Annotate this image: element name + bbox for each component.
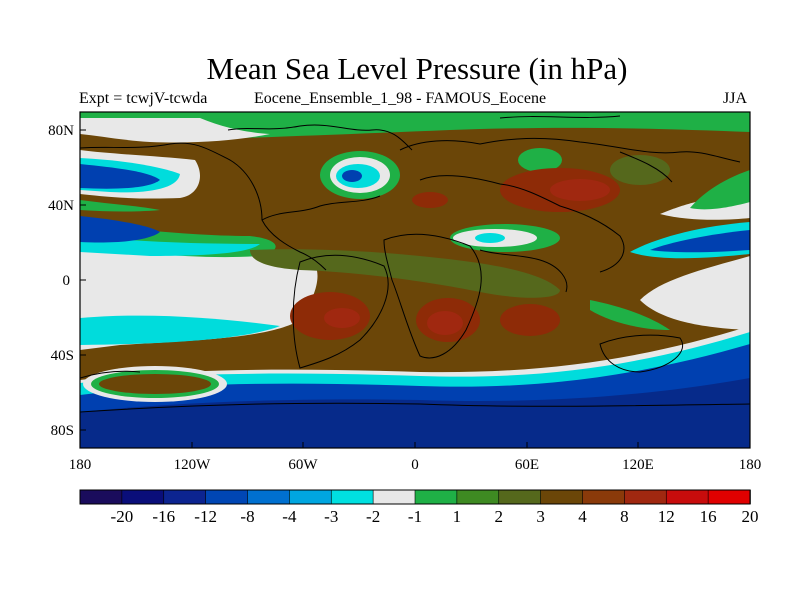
lat-axis: 80N 40N 0 40S 80S (48, 123, 86, 439)
colorbar-frame (79, 489, 751, 505)
field-europe-high (412, 192, 448, 208)
colorbar-swatch (582, 489, 626, 505)
field-indian-green (590, 300, 670, 330)
colorbar-label: 3 (536, 507, 545, 526)
colorbar-label: 12 (658, 507, 675, 526)
colorbar-swatch (498, 489, 542, 505)
field-west-pacific-blue (650, 230, 750, 253)
colorbar-label: 16 (700, 507, 717, 526)
colorbar-swatch (540, 489, 584, 505)
lon-tick-label: 60E (515, 457, 539, 473)
colorbar-swatch (163, 489, 207, 505)
field-north-pacific-blue-low (80, 164, 160, 189)
colorbar-swatch (665, 489, 709, 505)
colorbar-swatch (414, 489, 458, 505)
lat-tick-label: 80S (51, 423, 74, 439)
lon-tick-label: 60W (288, 457, 318, 473)
field-south-atlantic-core (324, 308, 360, 328)
field-central-asia-green (518, 148, 562, 172)
colorbar-label: 1 (453, 507, 462, 526)
colorbar-swatch (372, 489, 416, 505)
field-nw-pacific-green (690, 170, 750, 210)
colorbar-label: -3 (324, 507, 338, 526)
run-label: Eocene_Ensemble_1_98 - FAMOUS_Eocene (254, 90, 547, 107)
colorbar-label: 2 (495, 507, 504, 526)
field-tropical-olive-band (250, 249, 560, 298)
field-southern-navy-band (80, 378, 750, 448)
lat-tick-label: 0 (63, 273, 71, 289)
experiment-label: Expt = tcwjV-tcwda (79, 90, 208, 107)
colorbar-swatch (205, 489, 249, 505)
colorbar-label: -1 (408, 507, 422, 526)
coastlines (80, 115, 750, 413)
colorbar-label: -20 (111, 507, 134, 526)
lon-tick-label: 120W (174, 457, 212, 473)
colorbar-label: 4 (578, 507, 587, 526)
colorbar-label: 8 (620, 507, 629, 526)
lat-tick-label: 40N (48, 198, 74, 214)
colorbar-swatch (79, 489, 123, 505)
field-east-asia-olive (610, 155, 670, 185)
field-asia-high-core (550, 179, 610, 201)
field-arctic-white (80, 118, 270, 143)
colorbar-label: -8 (240, 507, 254, 526)
lat-tick-label: 80N (48, 123, 74, 139)
colorbar-swatch (121, 489, 165, 505)
lon-axis: 180 120W 60W 0 60E 120E 180 (69, 442, 762, 473)
chart-title: Mean Sea Level Pressure (in hPa) (206, 51, 628, 86)
season-label: JJA (723, 90, 748, 107)
colorbar-label: -4 (282, 507, 297, 526)
lon-tick-label: 0 (411, 457, 419, 473)
lon-tick-label: 120E (622, 457, 654, 473)
colorbar-swatch (247, 489, 291, 505)
colorbar-label: 20 (742, 507, 759, 526)
field-south-tropical-cyan (80, 315, 280, 345)
lat-tick-label: 40S (51, 348, 74, 364)
field-subtropical-blue-low (80, 216, 160, 243)
field-pacific-green-strip (80, 200, 160, 212)
field-west-pacific-white (640, 256, 750, 330)
colorbar-swatch (707, 489, 751, 505)
colorbar-swatch (330, 489, 374, 505)
map-field (80, 112, 750, 448)
field-tethys-cyan (475, 233, 505, 243)
field-north-atlantic-blue (342, 170, 362, 182)
field-south-pacific-high (99, 374, 211, 394)
field-south-africa-core (427, 311, 463, 335)
colorbar-swatch (624, 489, 668, 505)
colorbar-label: -16 (152, 507, 175, 526)
field-indian-high (500, 304, 560, 336)
lon-tick-label: 180 (69, 457, 92, 473)
colorbar: -20 -16 -12 -8 -4 -3 -2 -1 1 2 3 4 8 12 16 20 (79, 489, 759, 526)
lon-tick-label: 180 (739, 457, 762, 473)
colorbar-swatch (456, 489, 500, 505)
colorbar-label: -2 (366, 507, 380, 526)
colorbar-swatch (289, 489, 333, 505)
colorbar-label: -12 (194, 507, 217, 526)
